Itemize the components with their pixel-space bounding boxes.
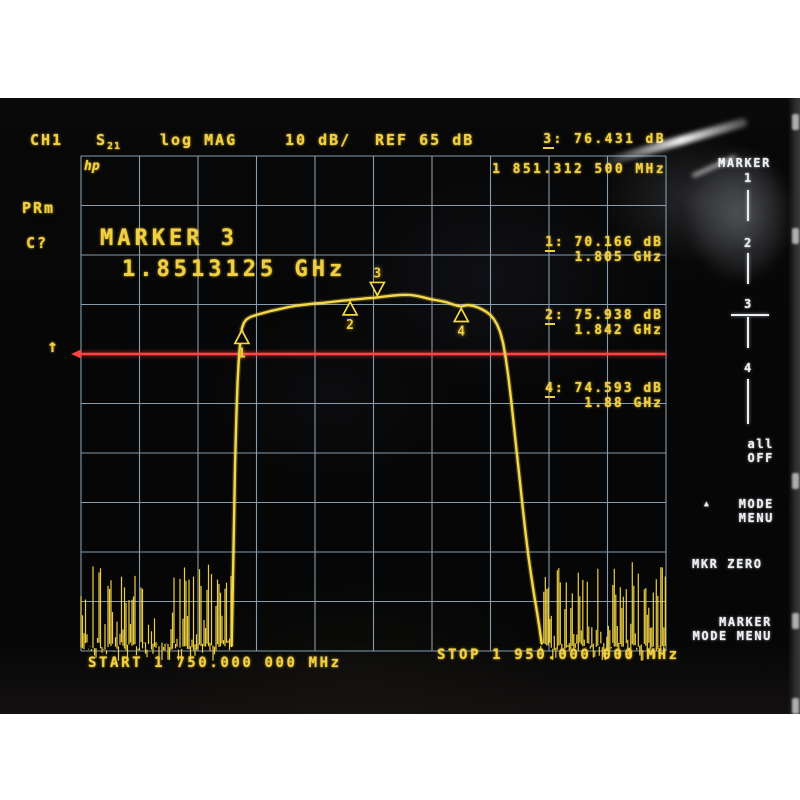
marker-2-label: 2: [346, 318, 354, 333]
prm-status: PRm: [22, 199, 56, 217]
marker-3-label: 3: [373, 266, 381, 281]
start-frequency-label: START 1 750.000 000 MHz: [88, 655, 342, 671]
softkey-marker-mode-menu[interactable]: MARKER MODE MENU: [692, 615, 772, 643]
marker-table-row: 1: 70.166 dB 1.805 GHz: [545, 235, 663, 265]
marker-table-freq: 1.805 GHz: [574, 250, 663, 265]
marker-4-triangle-icon: [452, 306, 470, 323]
mode-menu-arrow-icon: ▲: [704, 499, 711, 508]
active-marker-frequency: 1 851.312 500 MHz: [492, 162, 666, 177]
marker-table-freq: 1.88 GHz: [584, 396, 663, 411]
s-parameter-label: S21: [96, 131, 122, 152]
marker-2-triangle-icon: [341, 300, 359, 316]
graticule-grid: [80, 155, 667, 652]
marker-3-triangle-icon: [368, 281, 386, 298]
softkey-marker-3-active[interactable]: 3: [744, 297, 753, 311]
correction-status: C?: [26, 234, 49, 252]
stop-frequency-label: STOP 1 950.000 000 MHz: [437, 647, 680, 663]
marker-1-triangle-icon: [233, 328, 251, 345]
noise-floor-trace: [80, 562, 666, 661]
softkey-divider: [747, 379, 749, 424]
s21-trace-plot: 1 2 3 4: [71, 155, 667, 661]
s21-trace: [230, 293, 543, 648]
bezel-right-edge: [788, 98, 800, 714]
marker-table: 1: 70.166 dB 1.805 GHz 2: 75.938 dB 1.842 …: [545, 205, 663, 454]
softkey-marker-1[interactable]: 1: [744, 171, 753, 185]
hp-logo: hp: [84, 159, 100, 174]
reference-line-pointer-icon: [71, 349, 81, 359]
softkey-mode-menu[interactable]: MODE MENU: [738, 497, 774, 525]
softkey-divider: [747, 190, 749, 221]
s-parameter-subscript: 21: [107, 141, 122, 152]
marker-annotation-frequency: 1.8513125 GHz: [122, 257, 347, 282]
scale-per-div-label: 10 dB/: [285, 131, 352, 149]
ref-level-arrow-icon: ↑: [47, 336, 58, 357]
softkey-divider: [747, 253, 749, 284]
softkey-marker-4[interactable]: 4: [744, 361, 753, 375]
softkey-mkr-zero[interactable]: MKR ZERO: [692, 557, 763, 571]
ref-level-label: REF 65 dB: [375, 131, 475, 149]
channel-label: CH1: [30, 131, 64, 149]
trace-glow: [229, 292, 545, 647]
marker-table-row: 2: 75.938 dB 1.842 GHz: [545, 308, 663, 338]
softkey-all-off[interactable]: all OFF: [747, 437, 774, 465]
marker-annotation-title: MARKER 3: [100, 226, 238, 251]
softkey-divider: [747, 317, 749, 348]
softkey-active-underline: [731, 314, 769, 316]
format-label: log MAG: [160, 131, 238, 149]
marker-4-label: 4: [457, 325, 465, 340]
marker-1-label: 1: [238, 346, 246, 361]
marker-table-row: 4: 74.593 dB 1.88 GHz: [545, 381, 663, 411]
marker-table-freq: 1.842 GHz: [574, 323, 663, 338]
softkey-marker-2[interactable]: 2: [744, 236, 753, 250]
